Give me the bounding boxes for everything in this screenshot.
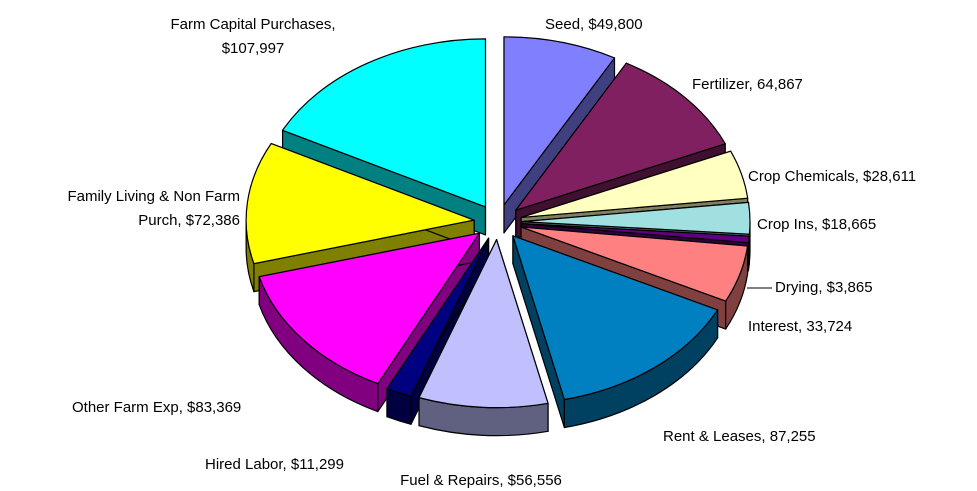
- slice: [520, 226, 749, 302]
- data-label: Hired Labor, $11,299: [205, 456, 344, 473]
- data-label: Fertilizer, 64,867: [692, 76, 803, 93]
- slice: [512, 235, 719, 401]
- slice: [258, 232, 481, 385]
- slice: [520, 150, 749, 219]
- data-label: Fuel & Repairs, $56,556: [400, 472, 562, 489]
- label-line: Fuel & Repairs, $56,556: [400, 472, 562, 489]
- data-label: Family Living & Non Farm Purch, $72,386: [67, 188, 240, 229]
- label-line: Seed, $49,800: [545, 16, 643, 33]
- data-label: Crop Chemicals, $28,611: [748, 168, 916, 185]
- slice: [521, 223, 750, 244]
- slice: [515, 62, 726, 211]
- label-line: Family Living & Non Farm: [67, 188, 240, 205]
- data-label: Drying, $3,865: [775, 279, 873, 296]
- slice: [281, 38, 487, 208]
- label-line: Rent & Leases, 87,255: [663, 428, 816, 445]
- data-label: Rent & Leases, 87,255: [663, 428, 816, 445]
- label-line: Interest, 33,724: [748, 318, 852, 335]
- slice: [503, 36, 616, 206]
- data-label: Crop Ins, $18,665: [757, 216, 876, 233]
- label-line: Drying, $3,865: [775, 279, 873, 296]
- label-line: Crop Chemicals, $28,611: [748, 168, 916, 185]
- label-line: Fertilizer, 64,867: [692, 76, 803, 93]
- data-label: Other Farm Exp, $83,369: [72, 399, 241, 416]
- label-line: Farm Capital Purchases,: [170, 16, 335, 33]
- slice: [386, 237, 490, 397]
- label-line: Other Farm Exp, $83,369: [72, 399, 241, 416]
- label-line: Purch, $72,386: [138, 212, 240, 229]
- data-label: Seed, $49,800: [545, 16, 643, 33]
- slice: [521, 201, 751, 235]
- slice: [418, 239, 549, 409]
- slice: [245, 142, 475, 265]
- label-line: $107,997: [222, 40, 285, 57]
- data-label: Interest, 33,724: [748, 318, 852, 335]
- label-line: Crop Ins, $18,665: [757, 216, 876, 233]
- labels: Seed, $49,800 Fertilizer, 64,867 Crop Chem…: [67, 16, 916, 489]
- pie: [245, 36, 751, 437]
- data-label: Farm Capital Purchases, $107,997: [170, 16, 335, 57]
- label-line: Hired Labor, $11,299: [205, 456, 344, 473]
